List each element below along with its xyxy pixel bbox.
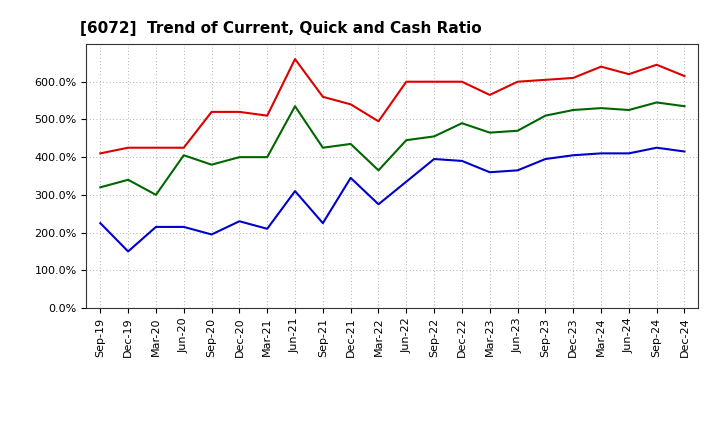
Line: Cash Ratio: Cash Ratio	[100, 148, 685, 251]
Current Ratio	[291, 56, 300, 62]
Quick Ratio	[402, 138, 410, 143]
Current Ratio	[680, 73, 689, 79]
Quick Ratio	[235, 154, 243, 160]
Line: Current Ratio: Current Ratio	[100, 59, 685, 154]
Cash Ratio	[346, 175, 355, 180]
Quick Ratio	[346, 141, 355, 147]
Current Ratio	[624, 72, 633, 77]
Cash Ratio	[430, 156, 438, 161]
Quick Ratio	[374, 168, 383, 173]
Cash Ratio	[597, 151, 606, 156]
Cash Ratio	[680, 149, 689, 154]
Cash Ratio	[291, 188, 300, 194]
Cash Ratio	[458, 158, 467, 164]
Current Ratio	[346, 102, 355, 107]
Quick Ratio	[569, 107, 577, 113]
Current Ratio	[652, 62, 661, 67]
Current Ratio	[96, 151, 104, 156]
Cash Ratio	[124, 249, 132, 254]
Quick Ratio	[541, 113, 550, 118]
Quick Ratio	[485, 130, 494, 135]
Quick Ratio	[318, 145, 327, 150]
Quick Ratio	[597, 106, 606, 111]
Current Ratio	[152, 145, 161, 150]
Cash Ratio	[513, 168, 522, 173]
Current Ratio	[430, 79, 438, 84]
Quick Ratio	[652, 100, 661, 105]
Cash Ratio	[374, 202, 383, 207]
Text: [6072]  Trend of Current, Quick and Cash Ratio: [6072] Trend of Current, Quick and Cash …	[80, 21, 482, 36]
Quick Ratio	[179, 153, 188, 158]
Current Ratio	[485, 92, 494, 98]
Cash Ratio	[235, 219, 243, 224]
Quick Ratio	[624, 107, 633, 113]
Current Ratio	[597, 64, 606, 69]
Current Ratio	[569, 75, 577, 81]
Current Ratio	[124, 145, 132, 150]
Current Ratio	[402, 79, 410, 84]
Cash Ratio	[96, 220, 104, 226]
Quick Ratio	[152, 192, 161, 198]
Cash Ratio	[402, 179, 410, 184]
Current Ratio	[207, 109, 216, 114]
Cash Ratio	[569, 153, 577, 158]
Current Ratio	[179, 145, 188, 150]
Cash Ratio	[318, 220, 327, 226]
Current Ratio	[513, 79, 522, 84]
Cash Ratio	[152, 224, 161, 230]
Quick Ratio	[96, 185, 104, 190]
Current Ratio	[541, 77, 550, 82]
Quick Ratio	[263, 154, 271, 160]
Quick Ratio	[291, 103, 300, 109]
Cash Ratio	[207, 232, 216, 237]
Cash Ratio	[263, 226, 271, 231]
Current Ratio	[235, 109, 243, 114]
Quick Ratio	[680, 103, 689, 109]
Current Ratio	[374, 119, 383, 124]
Current Ratio	[318, 94, 327, 99]
Quick Ratio	[513, 128, 522, 133]
Current Ratio	[263, 113, 271, 118]
Cash Ratio	[485, 169, 494, 175]
Current Ratio	[458, 79, 467, 84]
Cash Ratio	[179, 224, 188, 230]
Quick Ratio	[124, 177, 132, 183]
Cash Ratio	[541, 156, 550, 161]
Quick Ratio	[458, 121, 467, 126]
Line: Quick Ratio: Quick Ratio	[100, 103, 685, 195]
Quick Ratio	[207, 162, 216, 167]
Quick Ratio	[430, 134, 438, 139]
Cash Ratio	[652, 145, 661, 150]
Cash Ratio	[624, 151, 633, 156]
